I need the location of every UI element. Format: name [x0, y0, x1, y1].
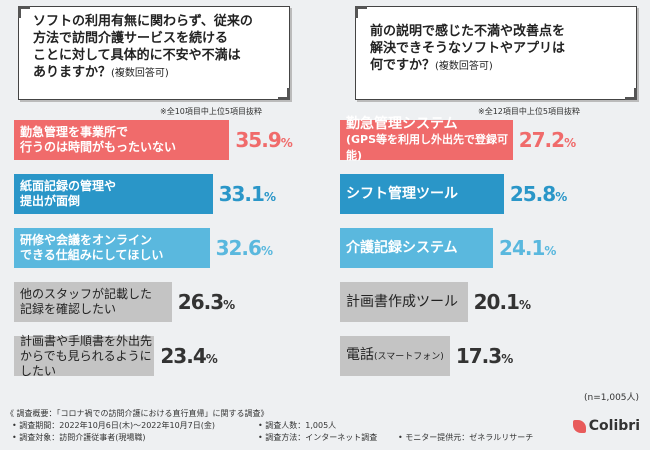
colibri-logo: Colibri: [572, 418, 640, 434]
bar-sublabel: (GPS等を利用し外出先で登録可能): [346, 133, 509, 162]
bar-value-number: 25.8: [509, 182, 556, 206]
bar-5: 電話(スマートフォン): [340, 336, 450, 376]
bar-value: 17.3%: [456, 344, 513, 368]
left-bar-chart: 勤急管理を事業所で 行うのは時間がもったいない 35.9% 紙面記録の管理や 提出が…: [14, 120, 324, 390]
corner-mark: [278, 88, 290, 100]
survey-count: • 調査人数：1,005人: [258, 421, 337, 430]
bar-value: 35.9%: [235, 128, 292, 152]
bar-value-percent: %: [555, 190, 568, 204]
bar-value: 27.2%: [519, 128, 576, 152]
bar-label: 電話(スマートフォン): [346, 347, 444, 363]
bar-label: 勤急管理システム (GPS等を利用し外出先で登録可能): [346, 116, 513, 164]
bar-value-number: 23.4: [160, 344, 206, 368]
bar-value: 20.1%: [474, 290, 531, 314]
bar-value: 32.6%: [216, 236, 273, 260]
bar-value-percent: %: [544, 244, 557, 258]
bar-value-number: 35.9: [235, 128, 281, 152]
bar-value-number: 20.1: [473, 290, 520, 314]
bar-value-number: 27.2: [518, 128, 565, 152]
bar-value-percent: %: [280, 136, 293, 150]
bar-value: 25.8%: [510, 182, 567, 206]
bar-4: 計画書作成ツール: [340, 282, 468, 322]
bar-value: 23.4%: [160, 344, 217, 368]
left-question-box: ソフトの利用有無に関わらず、従来の 方法で訪問介護サービスを続ける ことに対して…: [18, 6, 290, 100]
survey-title: 《 調査概要：「コロナ禍での訪問介護における直行直帰」に関する調査》: [6, 409, 269, 418]
right-note: ※全12項目中上位5項目抜粋: [478, 107, 580, 116]
bar-2: 紙面記録の管理や 提出が面倒: [14, 174, 213, 214]
colibri-logo-icon: [572, 419, 586, 433]
survey-method: • 調査方法：インターネット調査: [258, 433, 378, 442]
bar-value-percent: %: [501, 352, 514, 366]
right-question-box: 前の説明で感じた不満や改善点を 解決できそうなソフトやアプリは 何ですか？(複数…: [355, 6, 637, 100]
survey-target: • 調査対象：訪問介護従事者(現場職): [12, 433, 146, 442]
bar-label: 介護記録システム: [346, 240, 458, 256]
bar-3: 研修や会議をオンライン できる仕組みにしてほしい: [14, 228, 210, 268]
bar-value-percent: %: [260, 244, 273, 258]
bar-value: 33.1%: [219, 182, 276, 206]
bar-label: 計画書作成ツール: [346, 294, 458, 310]
bar-label: 他のスタッフが記載した 記録を確認したい: [20, 287, 153, 316]
bar-3: 介護記録システム: [340, 228, 494, 268]
bar-value: 24.1%: [499, 236, 556, 260]
bar-value-percent: %: [518, 298, 532, 312]
corner-mark: [355, 6, 367, 18]
left-question: ソフトの利用有無に関わらず、従来の 方法で訪問介護サービスを続ける ことに対して…: [33, 14, 253, 80]
bar-label: 勤急管理を事業所で 行うのは時間がもったいない: [20, 125, 177, 154]
bar-value-percent: %: [223, 298, 236, 312]
bar-value-percent: %: [263, 190, 276, 204]
bar-value-number: 24.1: [499, 236, 545, 260]
bar-label: 研修や会議をオンライン できる仕組みにしてほしい: [20, 233, 164, 262]
bar-value-percent: %: [205, 352, 218, 366]
right-bar-chart: 勤急管理システム (GPS等を利用し外出先で登録可能) 27.2% シフト管理ツール 2…: [340, 116, 640, 390]
colibri-logo-text: Colibri: [588, 418, 640, 434]
bar-value-percent: %: [564, 136, 577, 150]
bar-label: 紙面記録の管理や 提出が面倒: [20, 179, 117, 208]
bar-4: 他のスタッフが記載した 記録を確認したい: [14, 282, 172, 322]
bar-label: 計画書や手順書を外出先 からでも見られるようにしたい: [20, 333, 153, 378]
bar-1: 勤急管理システム (GPS等を利用し外出先で登録可能): [340, 116, 513, 162]
bar-sublabel: (スマートフォン): [374, 352, 444, 362]
bar-value-number: 26.3: [177, 290, 224, 314]
bar-value: 26.3%: [178, 290, 235, 314]
corner-mark: [625, 88, 637, 100]
bar-2: シフト管理ツール: [340, 174, 504, 214]
right-question: 前の説明で感じた不満や改善点を 解決できそうなソフトやアプリは 何ですか？(複数…: [370, 24, 566, 73]
bar-label: シフト管理ツール: [346, 186, 458, 202]
corner-mark: [18, 6, 30, 18]
bar-value-number: 33.1: [218, 182, 265, 206]
survey-period: • 調査期間：2022年10月6日(木)～2022年10月7日(金): [12, 421, 216, 430]
right-question-sub: (複数回答可): [435, 61, 493, 72]
left-question-sub: (複数回答可): [111, 68, 169, 79]
bar-value-number: 32.6: [215, 236, 262, 260]
bar-value-number: 17.3: [455, 344, 502, 368]
left-note: ※全10項目中上位5項目抜粋: [160, 107, 262, 116]
bar-1: 勤急管理を事業所で 行うのは時間がもったいない: [14, 120, 230, 160]
sample-size-label: (n=1,005人): [584, 393, 640, 403]
bar-5: 計画書や手順書を外出先 からでも見られるようにしたい: [14, 333, 155, 378]
survey-provider: • モニター提供元：ゼネラルリサーチ: [398, 433, 534, 442]
